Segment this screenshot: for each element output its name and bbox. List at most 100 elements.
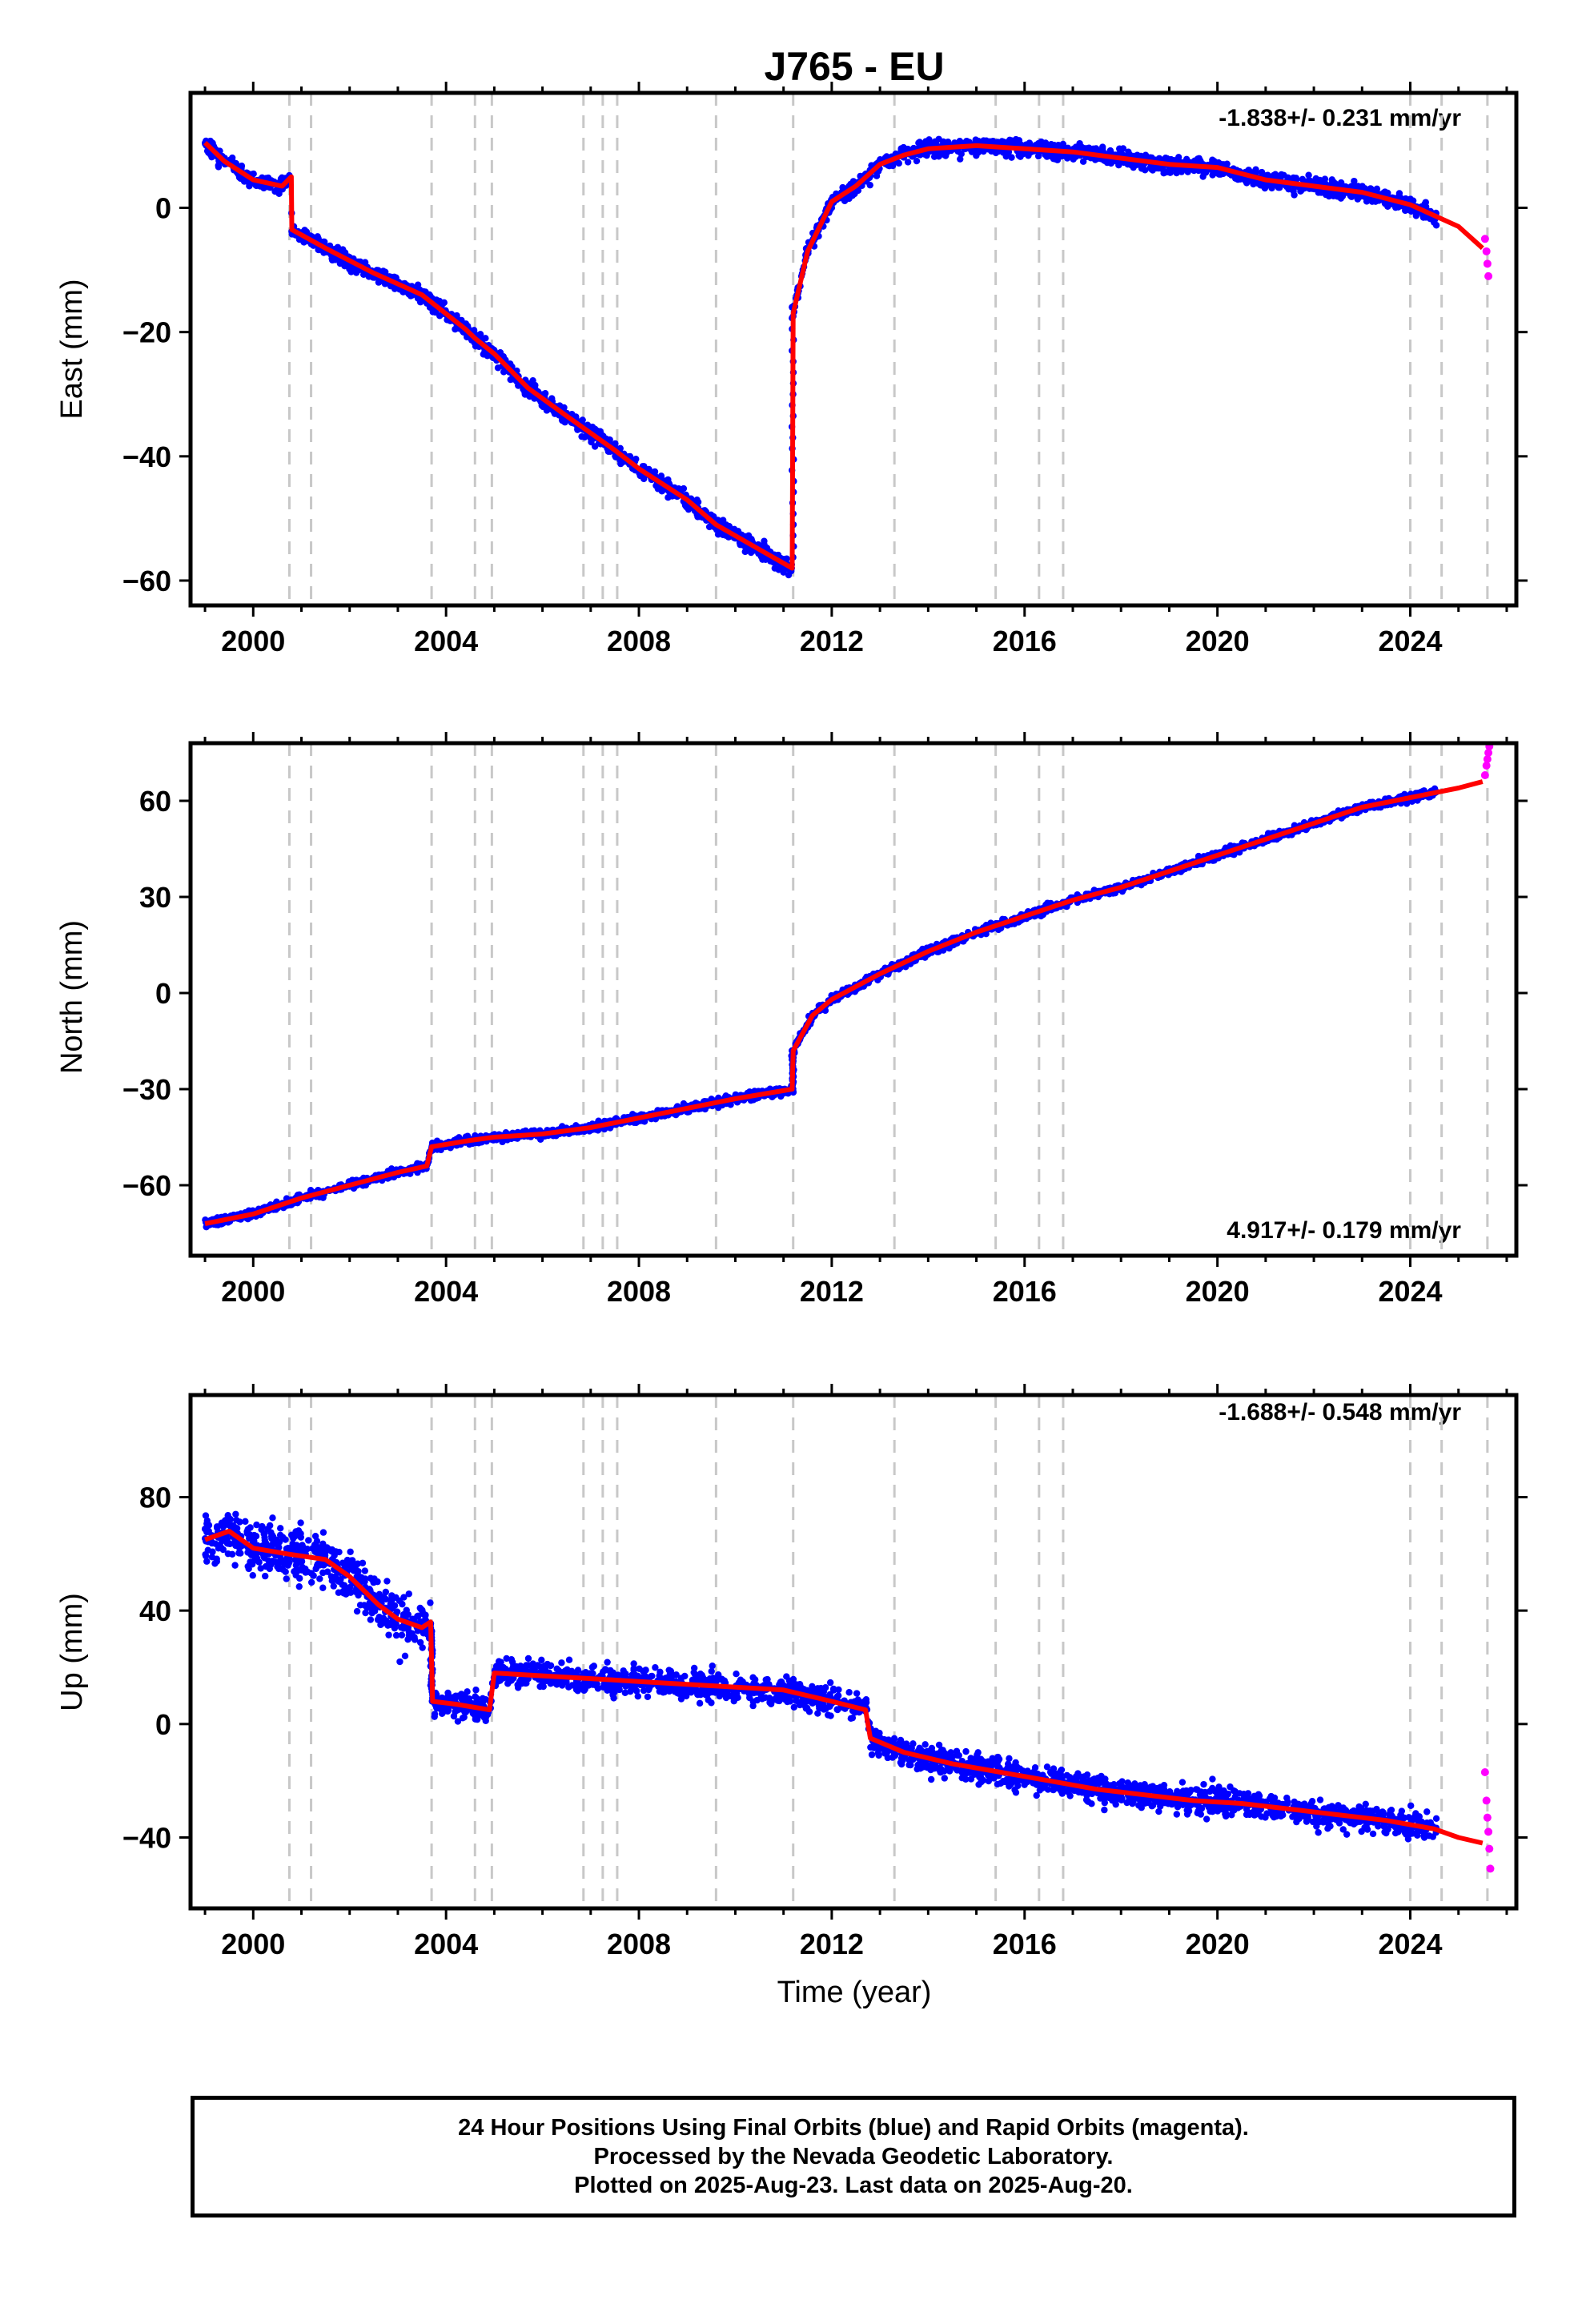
east-x-tick-label: 2004 <box>414 625 478 657</box>
east-final-point <box>1259 182 1267 190</box>
east-final-point <box>544 404 552 412</box>
east-final-point <box>1422 199 1429 206</box>
east-rapid-point <box>1484 271 1493 280</box>
east-final-point <box>778 564 785 572</box>
east-final-point <box>873 172 881 179</box>
east-final-point <box>521 391 529 398</box>
east-final-point <box>529 376 536 384</box>
east-final-point <box>560 404 568 412</box>
east-final-point <box>1305 171 1312 179</box>
east-final-point <box>915 139 922 147</box>
east-x-tick-label: 2016 <box>993 625 1057 657</box>
east-final-point <box>1258 168 1266 176</box>
east-final-point <box>1065 152 1072 159</box>
east-final-point <box>958 151 965 158</box>
east-final-point <box>1368 198 1376 205</box>
east-final-point <box>685 505 693 513</box>
east-final-point <box>957 155 964 163</box>
chart-title: J765 - EU <box>764 44 944 89</box>
east-final-point <box>974 148 982 156</box>
east-final-point <box>588 438 595 446</box>
east-final-point <box>500 368 508 376</box>
east-final-point <box>391 285 399 292</box>
east-final-point <box>1278 171 1285 179</box>
east-final-point <box>1315 189 1323 196</box>
east-final-point <box>1159 166 1166 173</box>
east-final-point <box>1098 145 1106 152</box>
north-y-axis-title: North (mm) <box>55 920 89 1074</box>
east-final-point <box>1182 155 1191 163</box>
east-final-point <box>334 243 342 251</box>
east-final-point <box>250 170 257 178</box>
east-final-point <box>734 528 742 535</box>
east-final-point <box>1055 153 1062 160</box>
north-panel: 4.917+/- 0.179 mm/yr North (mm) 2000 2004… <box>55 732 1528 1308</box>
east-final-point <box>1363 198 1371 205</box>
east-rapid-point <box>1482 247 1491 255</box>
east-final-point <box>271 187 279 195</box>
east-final-point <box>904 159 912 166</box>
east-final-point <box>584 421 592 428</box>
east-y-tick-label: 0 <box>155 192 171 225</box>
east-final-point <box>1119 145 1127 152</box>
east-final-point <box>1351 177 1358 185</box>
east-x-tick-label: 2012 <box>800 625 864 657</box>
east-final-point <box>548 395 556 402</box>
east-final-point <box>1090 146 1098 153</box>
east-final-point <box>559 417 566 424</box>
east-final-point <box>426 304 434 311</box>
east-final-point <box>1373 185 1381 193</box>
east-final-point <box>1171 165 1178 173</box>
north-rate-label: 4.917+/- 0.179 mm/yr <box>1227 1217 1461 1244</box>
east-final-point <box>645 465 652 473</box>
east-x-tick-label: 2008 <box>607 625 671 657</box>
east-final-point <box>1109 158 1116 166</box>
east-final-point <box>279 174 286 182</box>
east-final-point <box>1133 161 1141 168</box>
east-y-tick-label: −20 <box>122 316 171 349</box>
east-x-tick-label: 2024 <box>1378 625 1442 657</box>
east-rapid-point <box>1480 235 1489 243</box>
east-final-point <box>785 571 793 579</box>
east-final-points <box>201 135 1440 579</box>
east-final-point <box>922 138 930 145</box>
east-final-point <box>391 273 398 281</box>
east-final-point <box>665 494 672 501</box>
east-y-tick-label: −60 <box>122 565 171 597</box>
east-final-point <box>1217 171 1224 178</box>
east-final-point <box>1291 191 1298 199</box>
east-final-point <box>900 143 907 151</box>
east-final-point <box>1347 193 1355 200</box>
east-final-point <box>1209 171 1216 179</box>
east-final-point <box>1419 214 1427 221</box>
east-final-point <box>1211 158 1218 165</box>
east-final-point <box>1409 197 1417 204</box>
east-final-point <box>215 163 223 171</box>
east-final-point <box>632 456 640 463</box>
east-frame <box>188 90 1519 608</box>
east-final-point <box>745 532 753 540</box>
east-final-point <box>640 475 648 483</box>
east-final-point <box>652 482 660 489</box>
east-final-point <box>591 443 599 450</box>
east-final-point <box>992 149 1000 157</box>
east-final-point <box>1334 193 1341 200</box>
east-final-point <box>1166 169 1174 176</box>
east-final-point <box>1270 171 1277 179</box>
east-final-point <box>619 459 626 466</box>
east-final-point <box>741 548 749 556</box>
east-final-point <box>923 151 930 159</box>
east-final-point <box>1015 139 1023 147</box>
east-final-point <box>328 255 335 263</box>
east-y-tick-label: −40 <box>122 440 171 473</box>
east-y-axis-title: East (mm) <box>55 279 89 419</box>
east-final-point <box>208 153 215 161</box>
east-final-point <box>1141 167 1149 174</box>
east-final-point <box>1264 182 1271 189</box>
east-rapid-point <box>1483 259 1492 268</box>
east-final-point <box>1275 184 1283 191</box>
east-final-point <box>1329 179 1336 187</box>
east-final-point <box>1432 222 1440 229</box>
east-final-point <box>1299 175 1307 183</box>
east-final-point <box>1007 137 1015 144</box>
